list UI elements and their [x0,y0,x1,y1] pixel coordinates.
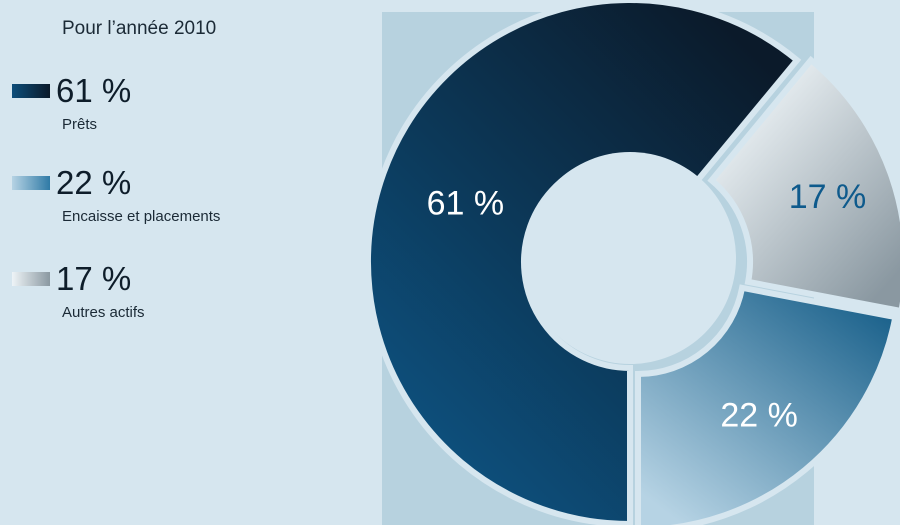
slice-encaisse-label: 22 % [720,396,798,434]
slices [365,0,900,525]
legend-swatch-autres [12,272,50,286]
legend-swatch-prets [12,84,50,98]
legend-swatch-encaisse [12,176,50,190]
slice-encaisse [635,284,899,525]
slice-prets [365,0,802,525]
legend-pct-encaisse: 22 % [56,164,132,201]
donut-hole [524,152,736,364]
slice-labels: 61 % 22 % 17 % [427,178,867,434]
legend-label-autres: Autres actifs [62,304,145,321]
legend-pct-autres: 17 % [56,260,132,297]
legend-label-encaisse: Encaisse et placements [62,208,221,225]
legend: Pour l’année 2010 61 % Prêts 22 % Encais… [0,0,370,525]
legend-pct-prets: 61 % [56,72,132,109]
slice-prets-label: 61 % [427,185,505,223]
legend-label-prets: Prêts [62,116,98,133]
slice-autres-label: 17 % [789,178,867,216]
slice-autres [707,55,900,314]
legend-title: Pour l’année 2010 [62,18,217,39]
